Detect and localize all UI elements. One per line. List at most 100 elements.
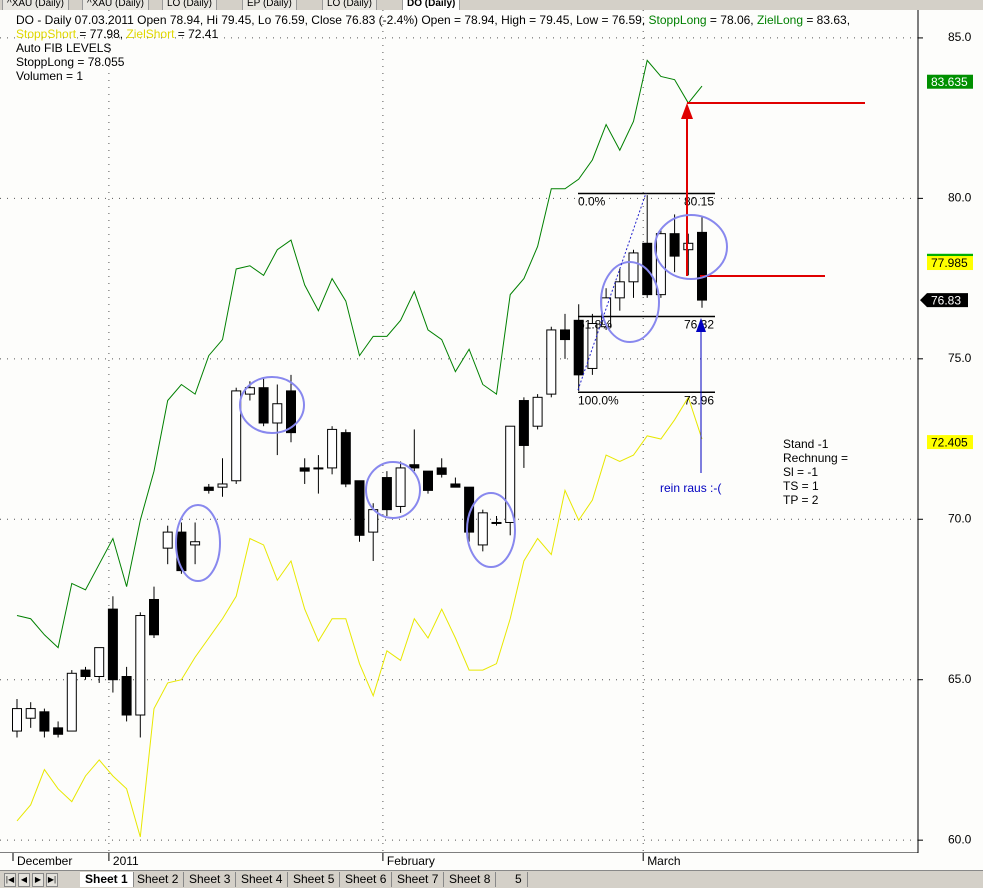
x-tick-label: February — [387, 854, 435, 868]
header-text: StoppLong = 78.055 — [16, 55, 125, 69]
fib-label: 0.0% — [578, 195, 606, 209]
nav-next[interactable]: ▶ — [32, 873, 44, 887]
chart-tab[interactable]: DO (Daily) — [402, 0, 461, 10]
circle — [239, 376, 305, 434]
header-text: ZielShort — [126, 27, 175, 41]
candle-body — [190, 541, 201, 546]
x-tick-label: 2011 — [113, 854, 139, 868]
sheet-tab[interactable]: Sheet 1 — [80, 872, 134, 887]
indicator-line — [16, 396, 703, 838]
fib-trend — [577, 192, 647, 391]
nav-prev[interactable]: ◀ — [18, 873, 30, 887]
fib-label: 61.8% — [578, 318, 612, 332]
candle-body — [39, 711, 50, 732]
x-tick-label: March — [647, 854, 680, 868]
price-tag — [927, 74, 973, 89]
candle-body — [395, 467, 406, 507]
candle-body — [313, 467, 324, 470]
candle-body — [546, 329, 557, 395]
price-axis — [918, 10, 983, 853]
header-text: = 83.63, — [803, 13, 851, 27]
price-tag — [927, 256, 973, 271]
note: TS = 1 — [783, 479, 819, 493]
sheet-tab[interactable]: Sheet 2 — [132, 872, 185, 887]
chart-tab[interactable]: ^XAU (Daily) — [2, 0, 69, 10]
legend-entry: StoppShort — [16, 27, 77, 41]
sheet-tab[interactable]: Sheet 6 — [340, 872, 393, 887]
x-tick-label: December — [17, 854, 72, 868]
note: TP = 2 — [783, 493, 819, 507]
candle-body — [94, 647, 105, 678]
header-text: = 77.98, — [76, 27, 127, 41]
candle-body — [477, 512, 488, 546]
chart-tab[interactable]: LO (Daily) — [162, 0, 218, 10]
candle-body — [683, 242, 694, 251]
candle-body — [203, 486, 214, 491]
sheet-tab[interactable]: Sheet 5 — [288, 872, 341, 887]
legend-entry: ZielLong — [756, 13, 803, 27]
candle-body — [587, 323, 598, 369]
price-tag-label: 83.635 — [931, 75, 968, 89]
note: Rechnung = — [783, 451, 848, 465]
y-tick-label: 60.0 — [948, 832, 972, 846]
header-text: = 78.06, — [706, 13, 757, 27]
candle-body — [286, 390, 296, 434]
circle — [600, 261, 660, 343]
circle — [365, 461, 421, 519]
y-tick-label: 80.0 — [948, 191, 972, 205]
candle-body — [258, 387, 269, 424]
fib-value: 80.15 — [684, 195, 714, 209]
header-text: = 72.41 — [174, 27, 219, 41]
candle-body — [573, 319, 584, 376]
candle-body — [409, 464, 420, 469]
sheet-more[interactable]: 5 — [510, 872, 528, 887]
candle-body — [340, 432, 351, 485]
price-tag-label: 76.83 — [931, 293, 961, 307]
candle-body — [505, 425, 516, 523]
candle-body — [491, 521, 502, 524]
nav-first[interactable]: |◀ — [4, 873, 16, 887]
circle — [175, 504, 221, 582]
candle-body — [423, 470, 433, 491]
candle-body — [669, 233, 680, 257]
candle-body — [66, 672, 77, 732]
header-text: DO - Daily 07.03.2011 Open 78.94, Hi 79.… — [16, 13, 649, 27]
chart-tab[interactable]: LO (Daily) — [322, 0, 378, 10]
sheet-tab[interactable]: Sheet 8 — [444, 872, 497, 887]
candle-body — [121, 676, 132, 716]
header: DO - Daily 07.03.2011 Open 78.94, Hi 79.… — [16, 13, 850, 83]
header-text: Volumen = 1 — [16, 69, 84, 83]
candle-body — [697, 231, 707, 301]
price-tag-label: 72.405 — [931, 435, 968, 449]
candle-body — [12, 708, 22, 732]
sheet-tab[interactable]: Sheet 4 — [236, 872, 289, 887]
candle-body — [614, 281, 625, 299]
candle-body — [436, 467, 447, 475]
y-tick-label: 75.0 — [948, 351, 972, 365]
candle-body — [532, 396, 543, 427]
candle-body — [231, 390, 242, 482]
note: Stand -1 — [783, 437, 829, 451]
arrow-head — [681, 103, 693, 120]
header-text: StoppLong — [648, 13, 707, 27]
candle-body — [299, 467, 310, 472]
price-tag — [920, 293, 968, 308]
sheet-tab[interactable]: Sheet 7 — [392, 872, 445, 887]
candle-body — [25, 708, 36, 719]
arrow-head — [696, 318, 706, 332]
candle-body — [217, 483, 228, 488]
highlight-circles — [175, 214, 728, 582]
y-tick-label: 85.0 — [948, 30, 972, 44]
candle-body — [381, 477, 392, 511]
nav-last[interactable]: ▶| — [46, 873, 58, 887]
chart-tab[interactable]: ^XAU (Daily) — [82, 0, 149, 10]
price-tag — [927, 435, 973, 450]
candle-body — [518, 400, 529, 446]
x-axis — [0, 853, 983, 870]
sheet-tab[interactable]: Sheet 3 — [184, 872, 237, 887]
chart-tab[interactable]: EP (Daily) — [242, 0, 297, 10]
chart: 60.0 65.0 70.0 75.0 80.0 85.0 December 2011 Febr… — [0, 10, 983, 870]
candle-body — [162, 531, 173, 549]
candle-body — [53, 727, 64, 735]
